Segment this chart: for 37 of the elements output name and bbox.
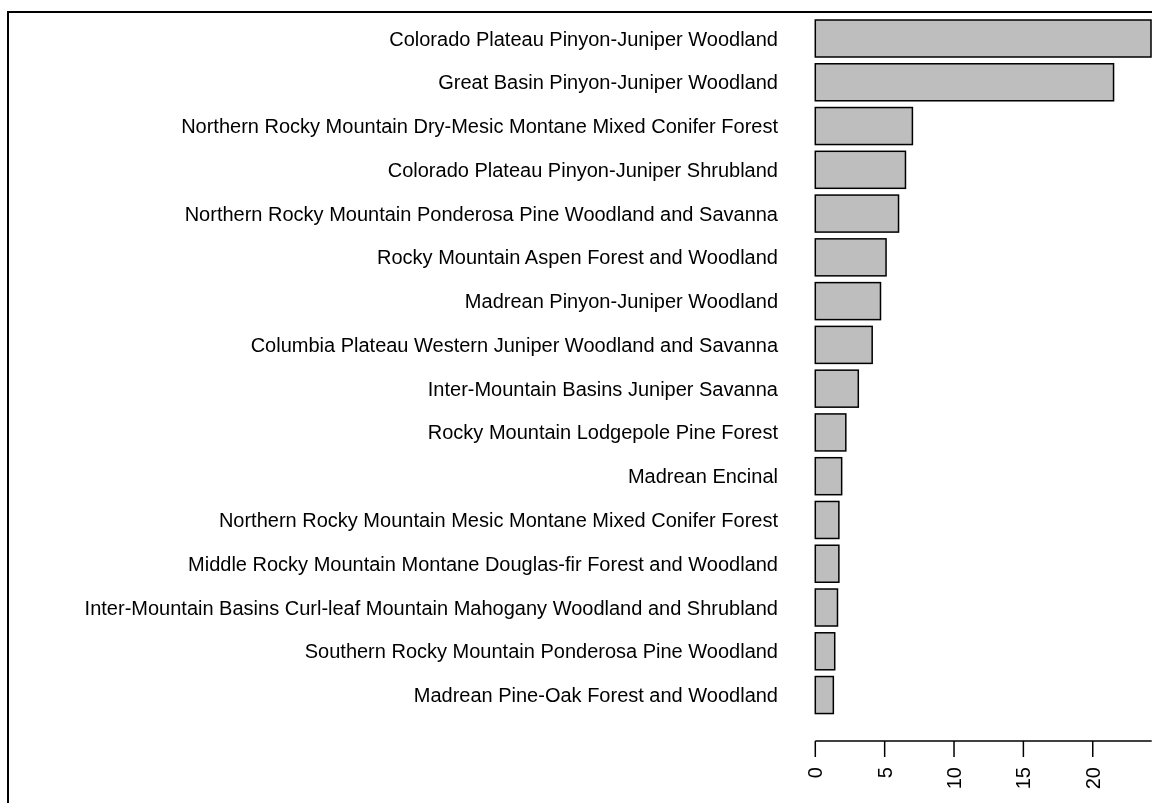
x-tick-label: 20 bbox=[1081, 767, 1104, 790]
bar bbox=[814, 588, 839, 627]
y-tick-label: Northern Rocky Mountain Ponderosa Pine Woodland and Savanna bbox=[184, 202, 779, 225]
y-tick-label: Rocky Mountain Aspen Forest and Woodland bbox=[377, 246, 778, 269]
x-tick-label: 15 bbox=[1012, 767, 1035, 790]
y-tick-label: Northern Rocky Mountain Mesic Montane Mixed Conifer Forest bbox=[218, 508, 779, 531]
y-tick-label: Northern Rocky Mountain Dry-Mesic Montane Mixed Conifer Forest bbox=[181, 115, 779, 138]
bar bbox=[814, 544, 840, 583]
bar bbox=[814, 456, 843, 496]
y-tick-label: Madrean Encinal bbox=[627, 465, 778, 488]
bar bbox=[814, 281, 882, 321]
bar bbox=[814, 63, 1115, 102]
y-tick-label: Great Basin Pinyon-Juniper Woodland bbox=[438, 71, 778, 94]
bar bbox=[814, 675, 835, 715]
bar bbox=[814, 150, 907, 190]
bar bbox=[814, 500, 840, 540]
bar bbox=[814, 106, 914, 146]
x-tick-label: 0 bbox=[804, 767, 827, 779]
y-tick-label: Southern Rocky Mountain Ponderosa Pine Woodland bbox=[304, 640, 778, 663]
bar bbox=[814, 369, 860, 408]
y-tick-label: Inter-Mountain Basins Curl-leaf Mountain Mahogany Woodland and Shrubland bbox=[84, 596, 778, 619]
y-tick-label: Madrean Pine-Oak Forest and Woodland bbox=[413, 684, 778, 707]
y-tick-label: Inter-Mountain Basins Juniper Savanna bbox=[427, 377, 779, 400]
y-tick-label: Rocky Mountain Lodgepole Pine Forest bbox=[427, 421, 779, 444]
bar bbox=[814, 194, 900, 233]
bar bbox=[814, 413, 847, 452]
y-tick-label: Colorado Plateau Pinyon-Juniper Woodland bbox=[389, 27, 778, 50]
y-tick-label: Columbia Plateau Western Juniper Woodland and Savanna bbox=[250, 333, 779, 356]
bar bbox=[814, 19, 1152, 58]
bar bbox=[814, 632, 836, 671]
y-tick-label: Middle Rocky Mountain Montane Douglas-fir Forest and Woodland bbox=[188, 552, 778, 575]
x-tick-label: 10 bbox=[943, 767, 966, 790]
y-tick-label: Colorado Plateau Pinyon-Juniper Shrubland bbox=[387, 158, 778, 181]
x-tick-label: 5 bbox=[873, 767, 896, 779]
y-tick-label: Madrean Pinyon-Juniper Woodland bbox=[464, 290, 778, 313]
bar bbox=[814, 325, 873, 365]
bar bbox=[814, 238, 887, 277]
